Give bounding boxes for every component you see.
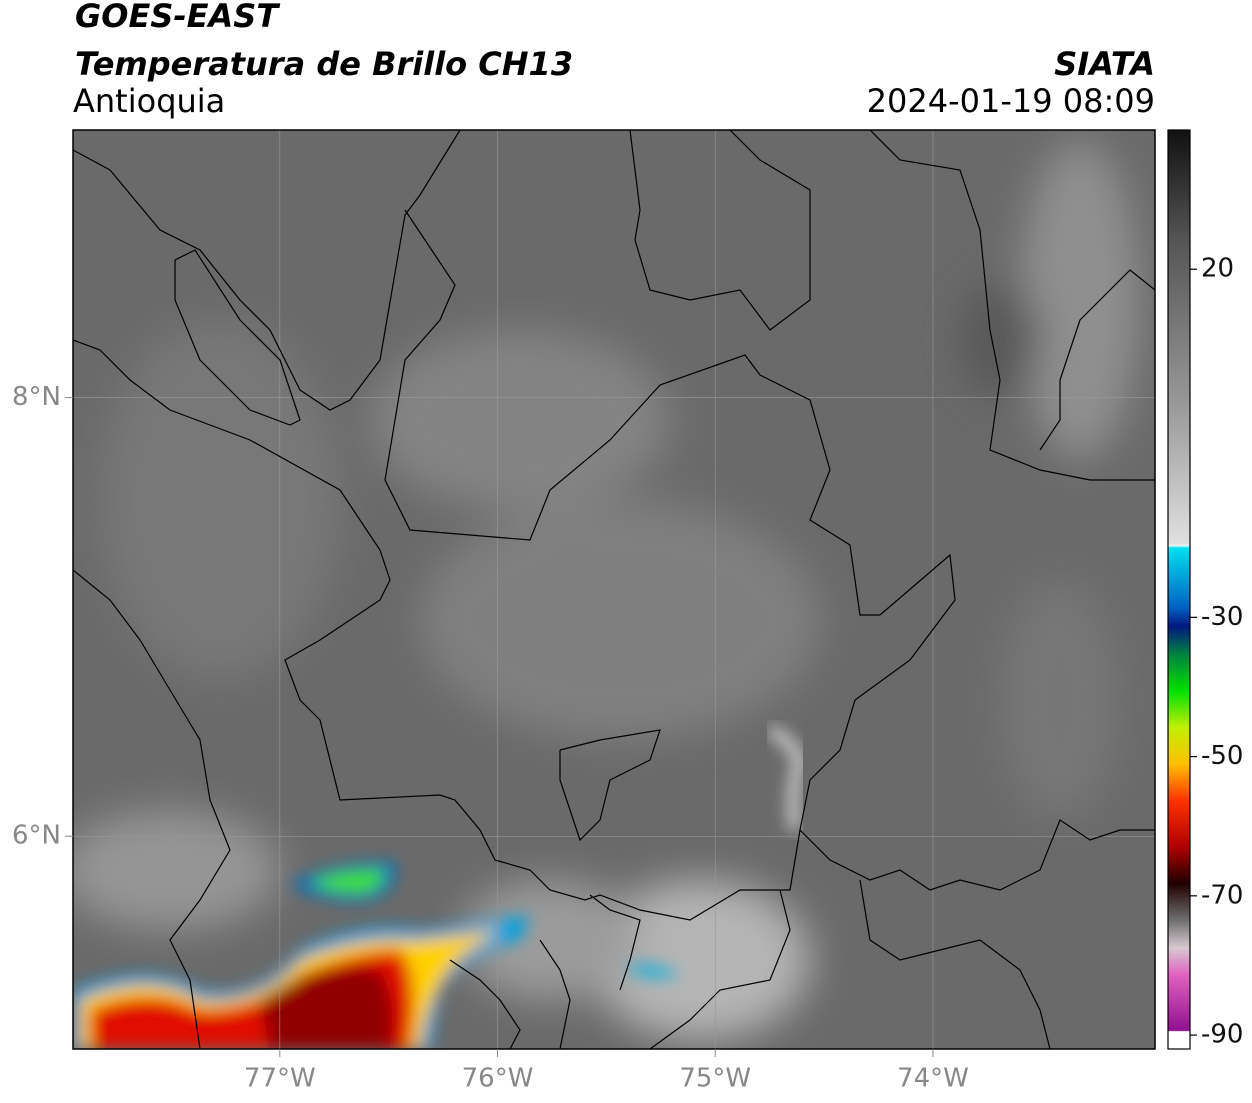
colorbar-tick-label: -70 bbox=[1201, 880, 1243, 910]
colorbar-tick-label: -30 bbox=[1201, 602, 1243, 632]
satellite-image bbox=[73, 130, 1155, 1049]
region: Antioquia bbox=[73, 82, 225, 120]
x-tick-label: 75°W bbox=[679, 1064, 751, 1094]
colorbar bbox=[1167, 129, 1191, 1050]
x-tick-label: 76°W bbox=[462, 1064, 534, 1094]
y-tick-label: 8°N bbox=[12, 382, 61, 412]
subtitle: Temperatura de Brillo CH13 bbox=[75, 45, 573, 83]
x-tick-label: 74°W bbox=[897, 1064, 969, 1094]
x-tick-label: 77°W bbox=[244, 1064, 316, 1094]
title: GOES-EAST bbox=[75, 0, 280, 35]
colorbar-tick-label: -50 bbox=[1201, 741, 1243, 771]
timestamp: 2024-01-19 08:09 bbox=[867, 82, 1155, 120]
y-tick-label: 6°N bbox=[12, 821, 61, 851]
colorbar-tick-label: 20 bbox=[1201, 254, 1234, 284]
map-frame bbox=[72, 129, 1156, 1050]
colorbar-tick-label: -90 bbox=[1201, 1020, 1243, 1050]
source: SIATA bbox=[1054, 45, 1155, 83]
